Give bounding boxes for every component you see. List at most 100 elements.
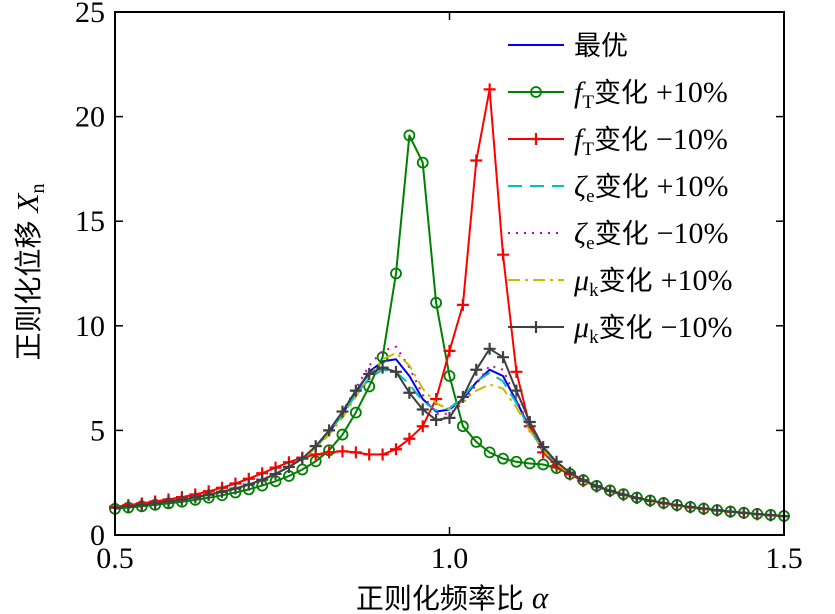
legend-swatch-marker	[530, 86, 542, 98]
legend-label: μk变化 +10%	[573, 264, 732, 301]
legend-change: 最优	[574, 31, 628, 62]
point-marker	[483, 446, 496, 459]
point-marker	[349, 446, 362, 459]
y-tick-label: 5	[90, 414, 105, 447]
point-marker	[389, 365, 402, 378]
legend-swatch-marker	[530, 321, 542, 333]
point-marker	[403, 129, 416, 142]
point-marker	[363, 380, 376, 393]
point-marker	[711, 504, 724, 517]
legend-item: 最优	[508, 31, 628, 62]
y-axis-subscript: n	[27, 184, 49, 194]
point-marker	[336, 405, 349, 418]
point-marker	[122, 500, 135, 513]
point-marker	[510, 384, 523, 397]
point-marker	[577, 474, 590, 487]
point-marker	[751, 508, 764, 521]
series-6	[109, 342, 790, 523]
legend-swatch-marker	[530, 133, 542, 145]
legend-symbol: ζ	[574, 217, 588, 250]
y-tick-label: 15	[75, 205, 105, 238]
legend-subscript: e	[586, 233, 594, 254]
x-axis-symbol: α	[532, 580, 549, 614]
point-marker	[590, 480, 603, 493]
legend-item: ζe变化 +10%	[508, 170, 729, 207]
point-marker	[189, 491, 202, 504]
point-marker	[456, 390, 469, 403]
legend-symbol: μ	[573, 264, 589, 297]
point-marker	[162, 495, 175, 508]
point-marker	[376, 448, 389, 461]
point-marker	[657, 496, 670, 509]
legend-pct: −10%	[661, 311, 733, 344]
point-marker	[497, 248, 510, 261]
point-marker	[537, 458, 550, 471]
point-marker	[604, 484, 617, 497]
point-marker	[390, 267, 402, 280]
point-marker	[336, 428, 349, 441]
legend-symbol: ζ	[574, 170, 588, 203]
point-marker	[403, 386, 416, 399]
legend-change: 变化	[594, 125, 648, 156]
legend-change: 变化	[599, 313, 653, 344]
legend-change: 变化	[595, 219, 649, 250]
legend-pct: −10%	[656, 123, 728, 156]
legend-pct: +10%	[657, 170, 729, 203]
legend-item: ζe变化 −10%	[508, 217, 729, 254]
point-marker	[523, 457, 536, 470]
series-5	[114, 352, 785, 518]
legend-label: ζe变化 −10%	[574, 217, 729, 254]
x-tick-label: 1.0	[431, 542, 469, 575]
point-marker	[483, 83, 496, 96]
y-tick-label: 0	[90, 519, 105, 552]
point-marker	[282, 461, 295, 474]
point-marker	[216, 485, 229, 498]
ticks-layer: 0.5 1.0 1.5 0 5 10 15 20 25	[75, 0, 803, 575]
legend-subscript: T	[582, 92, 594, 113]
point-marker	[323, 446, 336, 459]
point-marker	[416, 420, 429, 433]
point-marker	[349, 384, 362, 397]
legend-item: μk变化 +10%	[508, 264, 732, 301]
legend-subscript: T	[582, 139, 594, 160]
legend-label: fT变化 +10%	[574, 76, 728, 113]
legend-subscript: e	[586, 186, 594, 207]
legend-item: fT变化 −10%	[508, 123, 728, 160]
point-marker	[443, 411, 456, 424]
x-tick-label: 1.5	[765, 542, 803, 575]
point-marker	[296, 452, 309, 465]
point-marker	[229, 482, 242, 495]
point-marker	[336, 445, 349, 458]
legend-pct: −10%	[657, 217, 729, 250]
legend-item: fT变化 +10%	[508, 76, 728, 113]
point-marker	[483, 342, 496, 355]
point-marker	[309, 440, 322, 453]
legend-pct: +10%	[661, 264, 733, 297]
legend-change: 变化	[594, 78, 648, 109]
point-marker	[202, 488, 215, 501]
point-marker	[537, 441, 550, 454]
point-marker	[363, 448, 376, 461]
legend-label: 最优	[574, 31, 628, 62]
y-axis-title-text: 正则化位移	[12, 220, 45, 360]
point-marker	[684, 500, 697, 513]
point-marker	[523, 416, 536, 429]
point-marker	[497, 452, 509, 465]
x-axis-title-text: 正则化频率比	[356, 582, 524, 614]
x-tick-label: 0.5	[96, 542, 134, 575]
legend-subscript: k	[589, 327, 599, 348]
point-marker	[430, 296, 443, 309]
legend-label: fT变化 −10%	[574, 123, 728, 160]
point-marker	[149, 497, 162, 510]
point-marker	[416, 156, 429, 169]
point-marker	[510, 365, 523, 378]
legend-symbol: μ	[573, 311, 589, 344]
point-marker	[416, 403, 429, 416]
point-marker	[617, 488, 630, 501]
point-marker	[430, 413, 443, 426]
legend-subscript: k	[589, 280, 599, 301]
point-marker	[764, 509, 777, 522]
point-marker	[269, 467, 282, 480]
point-marker	[470, 154, 483, 167]
